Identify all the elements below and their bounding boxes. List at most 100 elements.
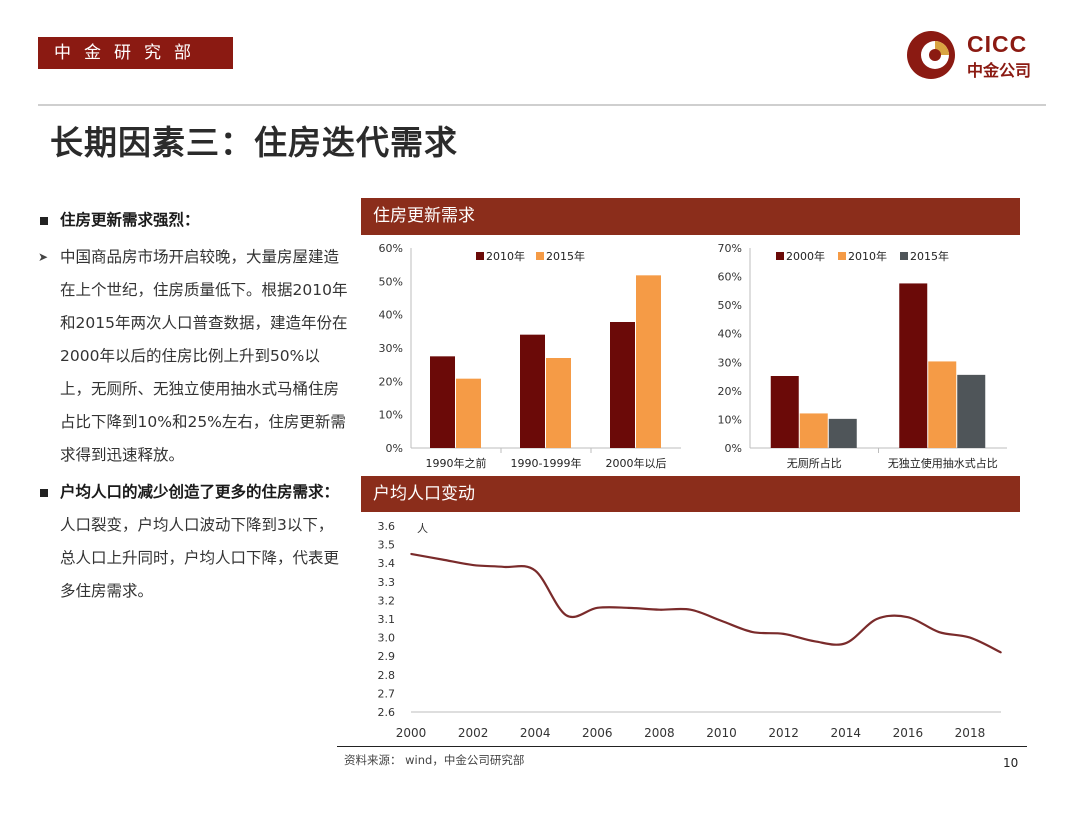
data-point: [875, 618, 878, 620]
square-bullet-icon: [40, 217, 48, 225]
bar: [456, 378, 481, 448]
x-tick-label: 2000年以后: [606, 456, 667, 470]
data-point: [441, 558, 443, 561]
y-tick-label: 3.1: [378, 613, 396, 626]
legend-swatch: [776, 252, 784, 260]
bullet-paragraph-1: ➤ 中国商品房市场开启较晚，大量房屋建造在上个世纪，住房质量低下。根据2010年…: [38, 241, 348, 472]
arrow-bullet-icon: ➤: [38, 250, 49, 264]
section-band-housing-renewal: 住房更新需求: [361, 198, 1020, 235]
chart-household-size-line: 2.6 2.7 2.8 2.9 3.0 3.1 3.2 3.3 3.4 3.5 3.6 人 2000 20…: [378, 520, 1002, 740]
y-tick-label: 50%: [718, 299, 742, 312]
legend-swatch: [536, 252, 544, 260]
square-bullet-icon: [40, 489, 48, 497]
y-tick-label: 3.0: [378, 632, 396, 645]
y-tick-label: 2.6: [378, 706, 396, 719]
bar: [799, 413, 828, 448]
y-tick-label: 40%: [718, 328, 742, 341]
legend-label: 2015年: [910, 249, 949, 263]
header-divider: [38, 104, 1046, 106]
bullet-paragraph-2: 户均人口的减少创造了更多的住房需求： 人口裂变，户均人口波动下降到3以下，总人口上…: [38, 476, 348, 608]
y-tick-label: 3.2: [378, 594, 396, 607]
legend-label: 2000年: [786, 249, 825, 263]
data-point: [720, 620, 723, 622]
cicc-logo-icon: [907, 31, 955, 79]
data-point: [472, 564, 474, 566]
x-tick-label: 无独立使用抽水式占比: [888, 456, 998, 470]
page-title: 长期因素三：住房迭代需求: [50, 123, 458, 162]
source-divider: [337, 746, 1027, 747]
chart-toilet-facilities: 0% 10% 20% 30% 40% 50% 60% 70% 无厕所占比 无独立使用抽水式占比 20…: [718, 242, 1007, 470]
y-tick-label: 60%: [379, 242, 403, 255]
y-tick-label: 3.4: [378, 557, 396, 570]
data-point: [689, 608, 692, 611]
y-tick-label: 50%: [379, 275, 403, 288]
bar: [520, 334, 545, 448]
y-tick-label: 70%: [718, 242, 742, 255]
y-tick-label: 3.5: [378, 539, 396, 552]
y-tick-label: 2.9: [378, 650, 396, 663]
logo-text-en: CICC: [967, 31, 1028, 57]
y-unit-label: 人: [417, 522, 428, 535]
bar: [899, 283, 928, 448]
y-tick-label: 2.8: [378, 669, 396, 682]
x-tick-label: 2002: [458, 726, 489, 740]
x-tick-label: 2008: [644, 726, 675, 740]
y-tick-label: 20%: [718, 385, 742, 398]
data-point: [938, 631, 940, 633]
x-tick-label: 2012: [768, 726, 799, 740]
y-tick-label: 0%: [725, 442, 742, 455]
bullet-paragraph-1-text: 中国商品房市场开启较晚，大量房屋建造在上个世纪，住房质量低下。根据2010年和2…: [60, 248, 348, 464]
x-tick-label: 2014: [830, 726, 861, 740]
cicc-logo: CICC 中金公司: [905, 28, 1055, 82]
x-tick-label: 2004: [520, 726, 551, 740]
legend-swatch: [838, 252, 846, 260]
legend-label: 2015年: [546, 249, 585, 263]
data-point: [1000, 651, 1002, 654]
data-point: [813, 640, 816, 643]
y-tick-label: 20%: [379, 375, 403, 388]
logo-text-cn: 中金公司: [967, 61, 1032, 80]
section-band-household-size: 户均人口变动: [361, 476, 1020, 512]
bar: [957, 374, 986, 448]
legend-label: 2010年: [848, 249, 887, 263]
legend-swatch: [476, 252, 484, 260]
x-tick-label: 2016: [893, 726, 924, 740]
data-point: [596, 607, 599, 609]
bullet-heading-1: 住房更新需求强烈：: [38, 204, 348, 237]
data-point: [782, 633, 785, 635]
bullet-heading-1-text: 住房更新需求强烈：: [60, 211, 200, 229]
x-tick-label: 1990-1999年: [511, 456, 582, 470]
data-point: [410, 553, 412, 555]
series-line: [410, 552, 1002, 654]
y-tick-label: 30%: [379, 342, 403, 355]
legend-swatch: [900, 252, 908, 260]
x-tick-label: 2006: [582, 726, 613, 740]
department-tag: 中金研究部: [38, 37, 233, 69]
x-tick-label: 1990年之前: [426, 456, 487, 470]
chart-housing-build-year: 0% 10% 20% 30% 40% 50% 60% 1990年之前 1990-1999年 200…: [379, 242, 681, 470]
bar: [610, 322, 635, 448]
y-tick-label: 10%: [718, 413, 742, 426]
y-tick-label: 3.6: [378, 520, 396, 533]
x-tick-label: 2010: [706, 726, 737, 740]
data-point: [751, 631, 754, 633]
data-point: [565, 614, 568, 617]
left-text-column: 住房更新需求强烈： ➤ 中国商品房市场开启较晚，大量房屋建造在上个世纪，住房质量…: [38, 204, 348, 608]
bar: [636, 275, 661, 448]
bar: [928, 361, 957, 448]
data-point: [627, 607, 630, 609]
y-tick-label: 0%: [386, 442, 403, 455]
data-point: [534, 569, 537, 572]
data-point: [658, 608, 661, 611]
bullet-paragraph-2-text: 人口裂变，户均人口波动下降到3以下，总人口上升同时，户均人口下降，代表更多住房需…: [60, 516, 340, 600]
data-point: [907, 616, 909, 618]
y-tick-label: 10%: [379, 409, 403, 422]
y-tick-label: 3.3: [378, 576, 396, 589]
bar: [430, 356, 455, 448]
bar: [770, 376, 799, 448]
bar: [828, 418, 857, 448]
data-point: [844, 642, 847, 644]
y-tick-label: 2.7: [378, 687, 396, 700]
data-point: [969, 636, 971, 639]
data-point: [503, 566, 505, 568]
